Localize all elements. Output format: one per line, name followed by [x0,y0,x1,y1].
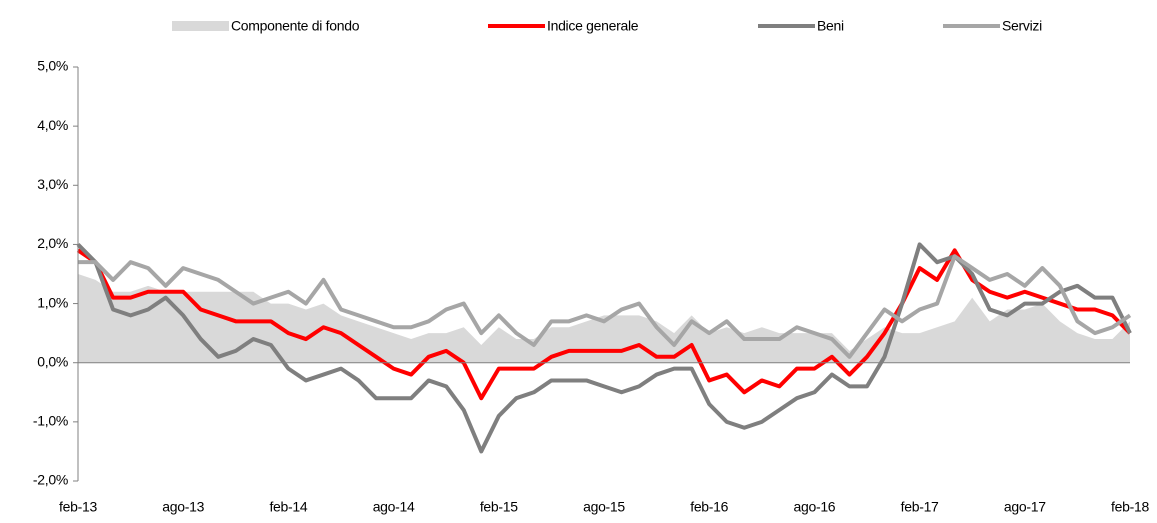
x-tick-label: feb-14 [269,499,307,515]
x-tick-label: feb-17 [901,499,939,515]
x-tick-label: feb-18 [1111,499,1149,515]
x-tick-label: ago-14 [373,499,415,515]
x-tick-label: feb-15 [480,499,518,515]
x-tick-label: ago-17 [1004,499,1046,515]
x-tick-label: ago-13 [162,499,204,515]
legend-label: Beni [817,18,844,34]
y-tick-label: 4,0% [37,117,68,133]
x-tick-label: ago-16 [794,499,836,515]
y-tick-label: 3,0% [37,176,68,192]
y-tick-label: 0,0% [37,353,68,369]
y-tick-label: -1,0% [33,413,68,429]
legend-label: Servizi [1002,18,1042,34]
y-tick-label: 1,0% [37,294,68,310]
area [78,274,1130,363]
legend-label: Componente di fondo [231,18,360,34]
y-tick-label: 2,0% [37,235,68,251]
legend-swatch [172,21,229,31]
legend-label: Indice generale [547,18,639,34]
line [76,248,1132,401]
line [78,254,1132,359]
x-tick-label: ago-15 [583,499,625,515]
x-tick-label: feb-16 [690,499,728,515]
y-tick-label: 5,0% [37,58,68,74]
x-tick-label: feb-13 [59,499,97,515]
y-tick-label: -2,0% [33,472,68,488]
